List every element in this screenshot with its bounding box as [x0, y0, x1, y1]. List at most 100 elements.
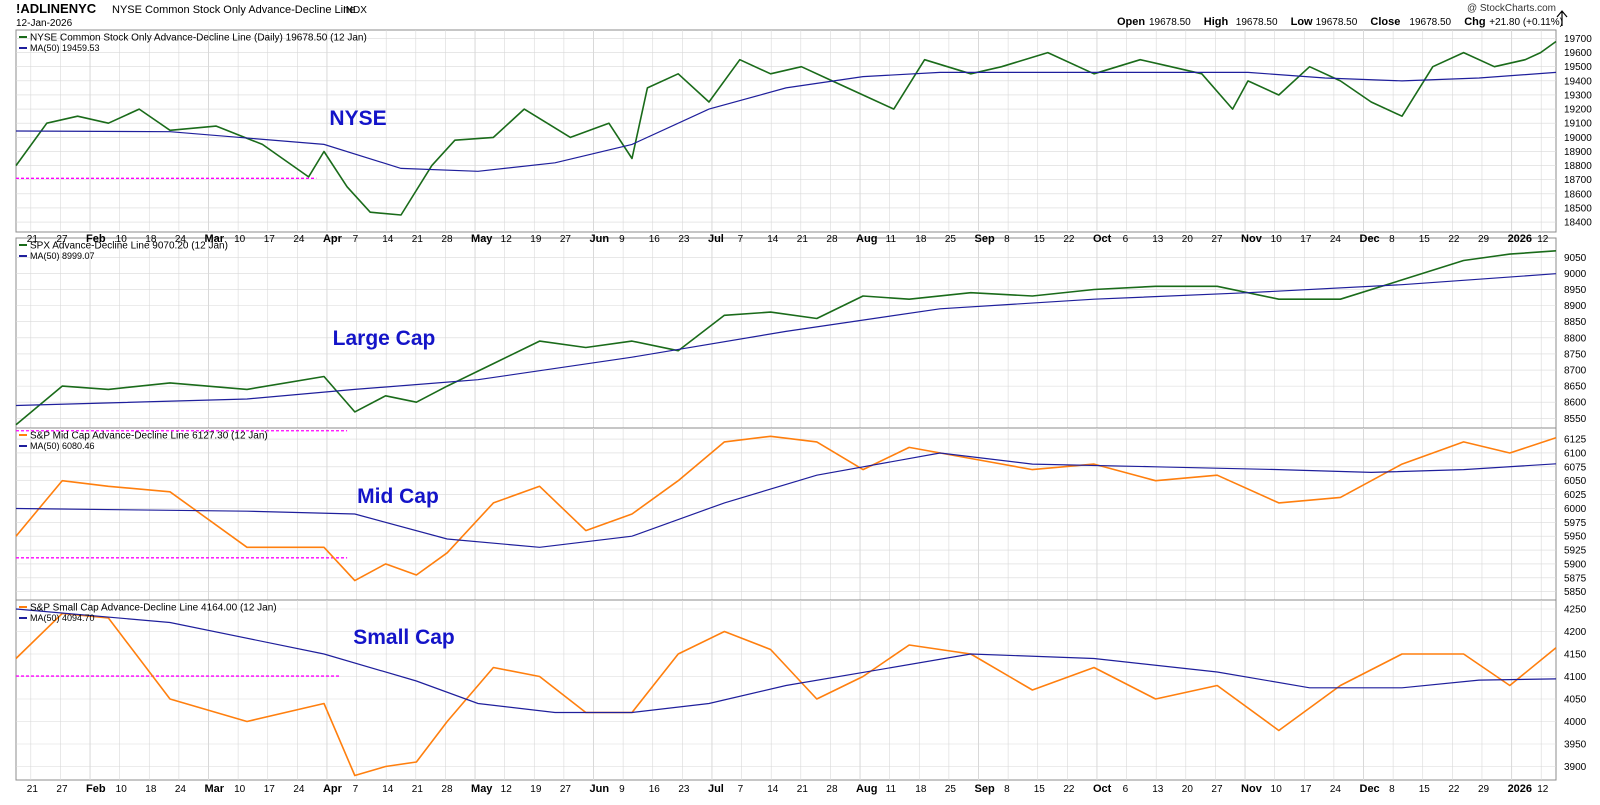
x-tick-label: 27: [560, 234, 572, 245]
y-tick-label: 8950: [1564, 285, 1587, 296]
x-tick-label: 12: [1537, 234, 1549, 245]
y-tick-label: 4050: [1564, 695, 1587, 706]
legend-line-label: NYSE Common Stock Only Advance-Decline L…: [30, 33, 367, 44]
x-tick-label: 15: [1034, 784, 1046, 795]
quote-value: 19678.50: [1236, 17, 1278, 28]
y-tick-label: 19200: [1564, 105, 1592, 116]
x-tick-label: Mar: [205, 233, 225, 245]
x-tick-label: 21: [412, 234, 424, 245]
x-tick-label: 23: [678, 234, 690, 245]
x-tick-label: 28: [826, 234, 838, 245]
x-tick-label: 16: [649, 234, 661, 245]
y-tick-label: 6000: [1564, 504, 1587, 515]
ma-line: [15, 608, 1557, 714]
y-tick-label: 8700: [1564, 366, 1587, 377]
y-tick-label: 9000: [1564, 269, 1587, 280]
x-tick-label: 25: [945, 234, 957, 245]
y-tick-label: 6025: [1564, 490, 1587, 501]
panel-annotation: Mid Cap: [357, 485, 439, 508]
x-tick-label: 10: [116, 784, 128, 795]
symbol-label: !ADLINENYC: [16, 1, 97, 16]
y-tick-label: 8850: [1564, 317, 1587, 328]
x-tick-label: 10: [234, 784, 246, 795]
x-tick-label: Feb: [86, 783, 106, 795]
x-tick-label: 17: [264, 234, 276, 245]
x-tick-label: 7: [738, 234, 744, 245]
x-tick-label: 6: [1123, 784, 1129, 795]
y-tick-label: 3900: [1564, 762, 1587, 773]
y-tick-label: 4200: [1564, 627, 1587, 638]
legend-ma-label: MA(50) 4094.70: [30, 613, 95, 623]
x-tick-label: 27: [1211, 784, 1223, 795]
x-tick-label: Mar: [205, 783, 225, 795]
exchange-label: INDX: [343, 5, 367, 16]
x-tick-label: 14: [767, 784, 779, 795]
x-tick-label: 7: [353, 784, 359, 795]
x-tick-label: 27: [1211, 234, 1223, 245]
x-tick-label: 10: [116, 234, 128, 245]
y-tick-label: 19100: [1564, 119, 1592, 130]
x-tick-label: 23: [678, 784, 690, 795]
x-tick-label: Dec: [1360, 233, 1380, 245]
y-tick-label: 18600: [1564, 189, 1592, 200]
x-tick-label: May: [471, 233, 493, 245]
panel-1: 18400 18500 18600 18700 18800 18900 19000 19100…: [15, 29, 1592, 233]
y-tick-label: 18700: [1564, 175, 1592, 186]
quote-value: 19678.50: [1149, 17, 1191, 28]
panel-frame: [15, 29, 1557, 233]
x-tick-label: 8: [1389, 234, 1395, 245]
x-tick-label: 10: [234, 234, 246, 245]
y-tick-label: 6075: [1564, 462, 1587, 473]
x-tick-label: 12: [501, 234, 513, 245]
x-tick-label: 15: [1419, 234, 1431, 245]
y-tick-label: 19700: [1564, 34, 1592, 45]
x-tick-label: 19: [530, 234, 542, 245]
ma-line: [15, 71, 1557, 172]
x-tick-label: 24: [175, 784, 187, 795]
x-tick-label: 21: [27, 784, 39, 795]
y-tick-label: 5950: [1564, 532, 1587, 543]
ma-line: [15, 452, 1557, 548]
x-tick-label: 12: [501, 784, 513, 795]
x-tick-label: Jul: [708, 783, 724, 795]
y-tick-label: 18400: [1564, 218, 1592, 229]
legend-ma-label: MA(50) 8999.07: [30, 251, 95, 261]
y-tick-label: 18800: [1564, 161, 1592, 172]
panel-annotation: Large Cap: [333, 327, 436, 350]
x-tick-label: Nov: [1241, 233, 1263, 245]
x-tick-label: 27: [56, 234, 68, 245]
y-tick-label: 3950: [1564, 740, 1587, 751]
x-tick-label: 27: [56, 784, 68, 795]
x-tick-label: Aug: [856, 783, 877, 795]
x-tick-label: 18: [145, 234, 157, 245]
x-tick-label: 8: [1389, 784, 1395, 795]
x-tick-label: Sep: [975, 233, 995, 245]
x-tick-label: 27: [560, 784, 572, 795]
x-tick-label: 21: [412, 784, 424, 795]
x-tick-label: 24: [175, 234, 187, 245]
y-tick-label: 6125: [1564, 435, 1587, 446]
y-tick-label: 18500: [1564, 203, 1592, 214]
x-tick-label: 28: [441, 234, 453, 245]
panel-4: 3900 3950 4000 4050 4100 4150 4200 4250 S&P Smal…: [15, 599, 1587, 781]
x-tick-label: 22: [1063, 234, 1075, 245]
x-tick-label: 15: [1419, 784, 1431, 795]
x-tick-label: 18: [915, 784, 927, 795]
x-tick-label: Sep: [975, 783, 995, 795]
x-tick-label: 22: [1448, 784, 1460, 795]
panels: 18400 18500 18600 18700 18800 18900 19000 19100…: [15, 29, 1592, 781]
price-line: [15, 250, 1557, 426]
legend-ma-label: MA(50) 19459.53: [30, 43, 100, 53]
quote-bar: Open 19678.50 High 19678.50 Low 19678.50 Close…: [1117, 16, 1563, 28]
ma-line: [15, 273, 1557, 407]
x-tick-label: 8: [1004, 784, 1010, 795]
y-tick-label: 4250: [1564, 605, 1587, 616]
quote-value: 19678.50: [1409, 17, 1451, 28]
y-tick-label: 5925: [1564, 546, 1587, 557]
panel-annotation: NYSE: [329, 107, 386, 130]
x-tick-label: 13: [1152, 234, 1164, 245]
panel-frame: [15, 599, 1557, 781]
x-tick-label: May: [471, 783, 493, 795]
x-tick-label: 28: [826, 784, 838, 795]
x-tick-label: 10: [1271, 784, 1283, 795]
